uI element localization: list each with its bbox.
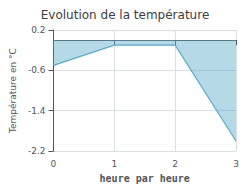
svg-text:0.2: 0.2: [31, 25, 45, 35]
svg-text:3: 3: [233, 159, 239, 169]
svg-text:Evolution de la température: Evolution de la température: [41, 8, 210, 22]
svg-text:heure par heure: heure par heure: [100, 173, 190, 184]
svg-text:2: 2: [172, 159, 178, 169]
svg-text:-2.2: -2.2: [28, 146, 46, 156]
svg-text:1: 1: [111, 159, 117, 169]
svg-text:-1.4: -1.4: [28, 106, 46, 116]
svg-text:0: 0: [51, 159, 57, 169]
svg-text:Température en °C: Température en °C: [8, 48, 18, 134]
svg-text:-0.6: -0.6: [28, 65, 46, 75]
